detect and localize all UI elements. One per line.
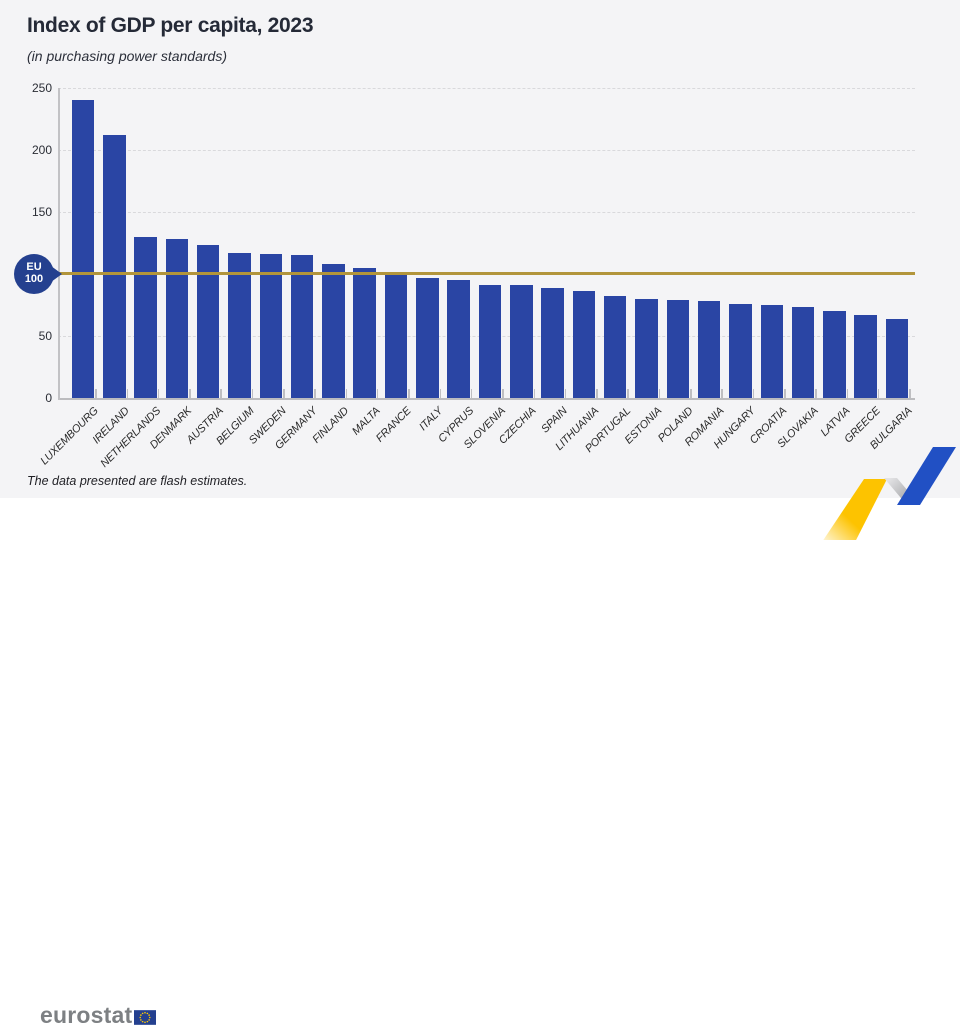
x-axis-tick bbox=[846, 389, 849, 398]
bar-germany bbox=[290, 255, 314, 398]
gridline-250 bbox=[58, 87, 915, 89]
bar-lithuania bbox=[572, 291, 596, 398]
ribbon-yellow-stripe bbox=[823, 479, 887, 540]
y-tick-label-200: 200 bbox=[31, 142, 52, 157]
bar-sweden bbox=[259, 254, 283, 398]
bar-ireland bbox=[103, 134, 126, 398]
bar-hungary bbox=[729, 303, 752, 398]
plot-area: EU 100 0 50 150 200 250 LUXEMBOURG IRELAND NETH… bbox=[14, 80, 915, 470]
y-tick-label-50: 50 bbox=[38, 328, 52, 343]
footer: eurostat bbox=[0, 498, 960, 1028]
eu-badge-line2: 100 bbox=[24, 273, 44, 285]
x-axis-tick bbox=[157, 389, 160, 398]
x-axis-tick bbox=[564, 389, 567, 398]
bar-luxembourg bbox=[71, 100, 95, 398]
bar-cyprus bbox=[447, 280, 470, 398]
bar-denmark bbox=[165, 239, 189, 398]
bar-greece bbox=[854, 314, 877, 398]
zigzag-ribbon-icon bbox=[823, 447, 956, 540]
x-axis-tick bbox=[721, 389, 723, 398]
bar-finland bbox=[322, 263, 345, 398]
x-axis-tick bbox=[220, 389, 222, 398]
x-axis-tick bbox=[784, 389, 786, 398]
bar-belgium bbox=[228, 252, 251, 398]
bar-italy bbox=[416, 277, 439, 398]
bar-bulgaria bbox=[885, 318, 909, 398]
x-axis-baseline bbox=[58, 398, 915, 400]
x-axis-tick bbox=[815, 389, 817, 398]
chart-subtitle: (in purchasing power standards) bbox=[27, 48, 227, 64]
bar-croatia bbox=[760, 304, 784, 398]
y-axis-line bbox=[58, 87, 60, 400]
x-axis-tick bbox=[658, 389, 661, 398]
x-axis-tick bbox=[126, 389, 128, 398]
eurostat-logo: eurostat bbox=[40, 1002, 157, 1029]
x-axis-tick bbox=[909, 389, 911, 398]
bar-latvia bbox=[823, 311, 846, 398]
bar-poland bbox=[666, 299, 690, 398]
eu-flag-icon bbox=[134, 1009, 157, 1025]
bar-estonia bbox=[635, 298, 658, 398]
ribbon-blue-stripe bbox=[897, 447, 956, 505]
x-axis-tick bbox=[627, 389, 629, 398]
bar-slovakia bbox=[791, 307, 815, 398]
x-axis-tick bbox=[470, 389, 473, 398]
x-axis-tick bbox=[189, 389, 191, 398]
footnote: The data presented are flash estimates. bbox=[27, 474, 248, 488]
x-axis-tick bbox=[502, 389, 504, 398]
x-axis-tick bbox=[439, 389, 442, 398]
x-axis-tick bbox=[408, 389, 410, 398]
x-axis-tick bbox=[533, 389, 536, 398]
bar-slovenia bbox=[478, 285, 502, 398]
x-axis-tick bbox=[690, 389, 692, 398]
x-axis-tick bbox=[752, 389, 755, 398]
eu-average-reference-line bbox=[58, 272, 915, 276]
eu-badge-pointer bbox=[51, 266, 62, 282]
chart-panel: Index of GDP per capita, 2023 (in purcha… bbox=[0, 0, 960, 498]
bar-czechia bbox=[510, 285, 533, 398]
bar-netherlands bbox=[134, 236, 157, 398]
x-axis-tick bbox=[251, 389, 254, 398]
bar-romania bbox=[697, 301, 721, 398]
y-tick-label-150: 150 bbox=[31, 204, 52, 219]
bar-malta bbox=[353, 267, 376, 398]
chart-title: Index of GDP per capita, 2023 bbox=[27, 14, 314, 37]
gridline-150 bbox=[58, 211, 915, 213]
country-label-italy: ITALY bbox=[416, 405, 445, 434]
eurostat-logo-text: eurostat bbox=[40, 1002, 133, 1028]
eu-100-badge: EU 100 bbox=[14, 254, 54, 294]
bar-france bbox=[384, 273, 408, 398]
x-axis-tick bbox=[877, 389, 880, 398]
bar-spain bbox=[541, 287, 564, 398]
eu-badge-line1: EU bbox=[26, 261, 42, 274]
bar-portugal bbox=[603, 296, 627, 398]
x-axis-tick bbox=[596, 389, 598, 398]
x-axis-tick bbox=[283, 389, 285, 398]
y-tick-label-250: 250 bbox=[31, 80, 52, 95]
x-axis-tick bbox=[376, 389, 379, 398]
x-axis-tick bbox=[95, 389, 97, 398]
bar-austria bbox=[196, 245, 220, 398]
x-axis-tick bbox=[314, 389, 316, 398]
y-tick-label-0: 0 bbox=[45, 391, 52, 405]
x-axis-tick bbox=[345, 389, 348, 398]
gridline-200 bbox=[58, 149, 915, 151]
